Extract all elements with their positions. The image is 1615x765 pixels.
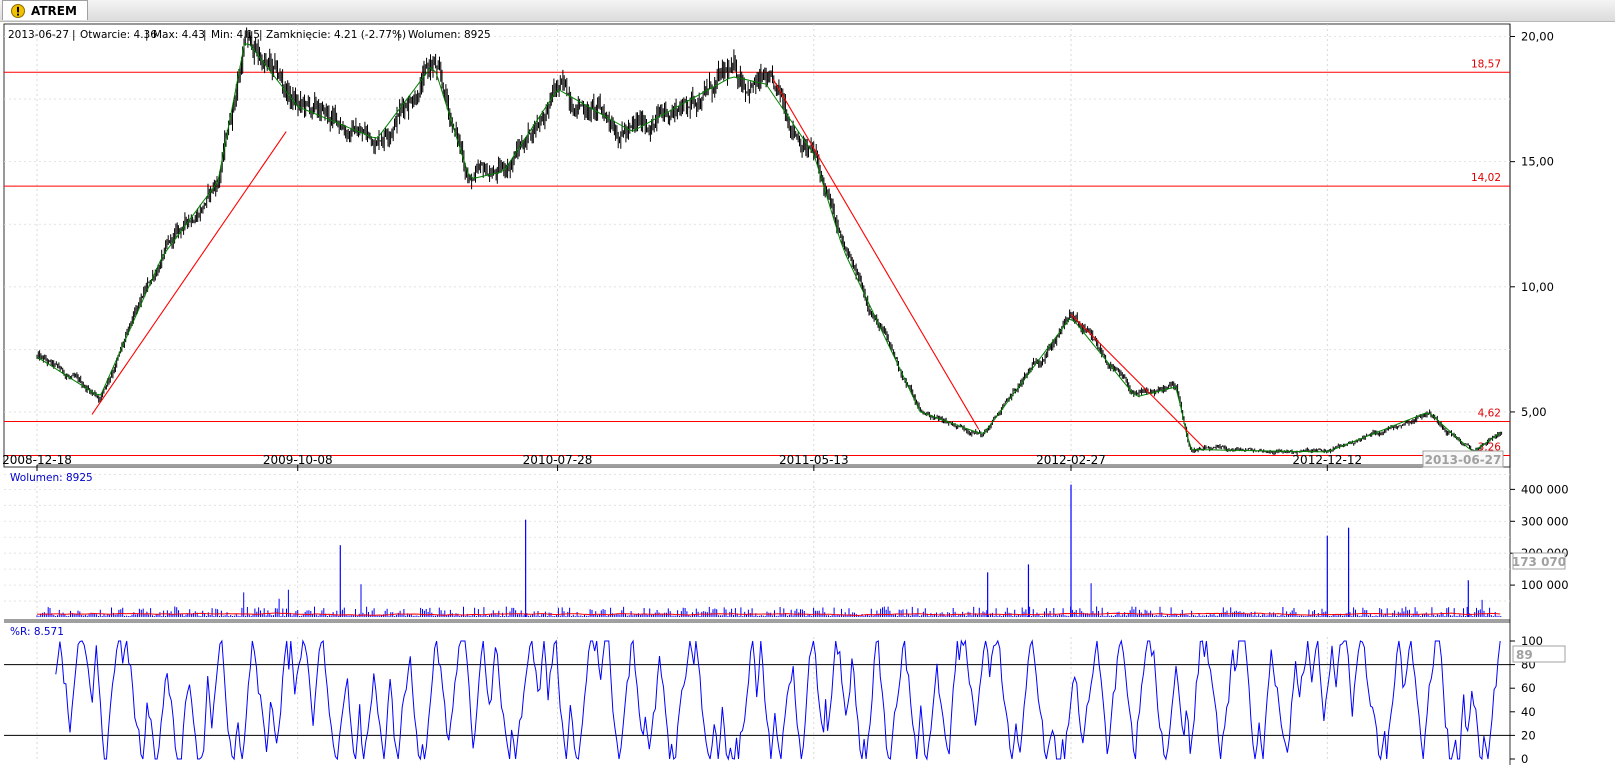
- info-separator: |: [145, 29, 149, 41]
- info-separator: |: [203, 29, 207, 41]
- wpr-tick-label: 20: [1521, 728, 1536, 742]
- info-separator: |: [72, 29, 76, 41]
- date-tick-label: 2010-07-28: [523, 453, 593, 467]
- price-tick-label: 10,00: [1521, 280, 1554, 294]
- price-tick-label: 5,00: [1521, 405, 1547, 419]
- volume-value-box: [1512, 552, 1566, 570]
- info-close: Zamknięcie: 4.21 (-2.77%): [266, 29, 406, 41]
- wpr-tick-label: 40: [1521, 705, 1536, 719]
- volume-value-label: 173 070: [1512, 555, 1566, 569]
- price-axis: 5,00 10,00 15,00 20,00: [1510, 30, 1554, 419]
- price-candle-wicks: [36, 27, 1503, 456]
- warning-icon: [11, 4, 25, 18]
- level-label: 4,62: [1478, 407, 1501, 419]
- current-date-box: [1422, 450, 1504, 468]
- price-candles: [36, 27, 1503, 456]
- trendline: [772, 78, 980, 430]
- date-axis: 2008-12-18 2009-10-08 2010-07-28 2011-05-13…: [2, 453, 1502, 471]
- info-volume: Wolumen: 8925: [408, 29, 491, 41]
- wpr-path: [55, 639, 1501, 761]
- current-date-label: 2013-06-27: [1425, 453, 1502, 467]
- wpr-tick-label: 0: [1521, 752, 1528, 765]
- wpr-value-label: 89: [1516, 648, 1533, 662]
- price-tick-label: 15,00: [1521, 155, 1554, 169]
- price-panel-frame: [3, 23, 1511, 468]
- volume-tick-label: 300 000: [1521, 514, 1569, 528]
- tab-atrem[interactable]: ATREM: [2, 0, 88, 20]
- grid: [4, 24, 1510, 761]
- williams-r-line: [4, 639, 1510, 761]
- info-open: Otwarcie: 4.36: [80, 29, 157, 41]
- date-tick-label: 2008-12-18: [2, 453, 72, 467]
- tab-bar: ATREM: [0, 0, 1615, 22]
- trendline: [1070, 313, 1204, 448]
- date-tick-label: 2012-12-12: [1292, 453, 1362, 467]
- williams-r-label: %R: 8.571: [10, 626, 64, 638]
- trendline: [91, 131, 287, 415]
- volume-bars: [36, 484, 1502, 617]
- trendlines: [91, 78, 1204, 448]
- date-tick-label: 2012-02-27: [1036, 453, 1106, 467]
- level-label: 14,02: [1471, 172, 1501, 184]
- wpr-value-box: [1512, 645, 1566, 663]
- price-close-line: [36, 43, 1501, 453]
- volume-average-line: [36, 612, 1501, 616]
- volume-tick-label: 400 000: [1521, 482, 1569, 496]
- tab-label: ATREM: [31, 4, 77, 18]
- wpr-tick-label: 100: [1521, 634, 1543, 648]
- volume-label: Wolumen: 8925: [10, 472, 93, 484]
- info-min: Min: 4.15: [211, 29, 260, 41]
- level-label: 18,57: [1471, 58, 1501, 70]
- info-date: 2013-06-27: [8, 29, 69, 41]
- volume-bars-path: [36, 583, 1502, 617]
- volume-tick-label: 100 000: [1521, 578, 1569, 592]
- info-max: Max: 4.43: [153, 29, 205, 41]
- date-tick-label: 2011-05-13: [779, 453, 849, 467]
- info-separator: |: [397, 29, 401, 41]
- price-tick-label: 20,00: [1521, 30, 1554, 44]
- info-separator: |: [259, 29, 263, 41]
- wpr-tick-label: 60: [1521, 681, 1536, 695]
- date-tick-label: 2009-10-08: [263, 453, 333, 467]
